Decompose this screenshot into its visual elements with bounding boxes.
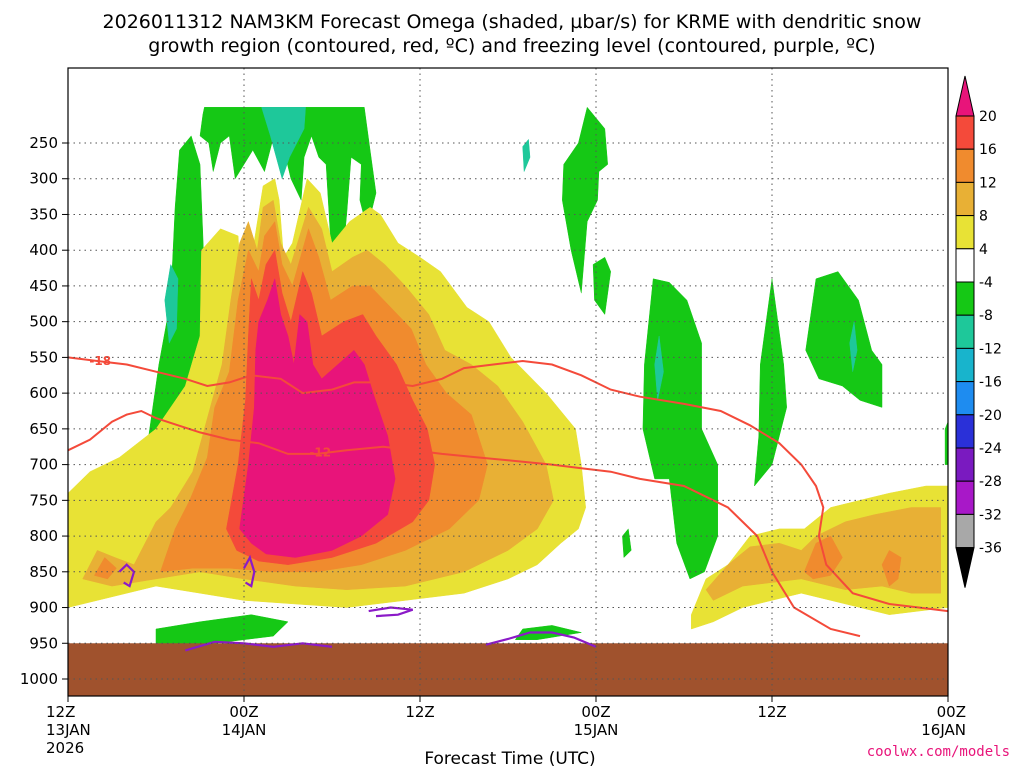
y-tick-label-450: 450 [29, 277, 58, 295]
colorbar-label-7: -12 [979, 341, 1002, 357]
y-tick-label-700: 700 [29, 456, 58, 474]
plot-frame [67, 67, 949, 697]
chart-title-line-2: growth region (contoured, red, ºC) and f… [148, 35, 875, 57]
x-tick-label-0-date: 13JAN [46, 721, 91, 739]
x-tick-label-1-time: 00Z [229, 703, 258, 721]
y-axis: 250 300 350 400 450 500 550 600 650 700 750 800 850 9… [20, 134, 68, 688]
omega-region-teal-12-to-8-13 [164, 263, 179, 344]
terrain-below-ground [68, 643, 948, 696]
omega-region-orange-12-to-16-21 [94, 557, 117, 580]
isotherm-label-1: -18 [89, 354, 111, 368]
isotherm-label-2: -12 [309, 445, 331, 459]
x-tick-label-3-date: 15JAN [574, 721, 619, 739]
y-tick-label-850: 850 [29, 563, 58, 581]
y-tick-label-400: 400 [29, 241, 58, 259]
credit-text: coolwx.com/models [867, 744, 1010, 760]
x-tick-label-3-time: 00Z [581, 703, 610, 721]
colorbar: 20 16 12 8 4 -4 -8 -12 -16 -20 -24 -28 -32 -36 [955, 75, 1002, 588]
colorbar-label-13: -36 [979, 541, 1002, 557]
colorbar-segment-13 [955, 513, 975, 549]
colorbar-label-4: 4 [979, 242, 988, 258]
omega-region-green-8-to-4-6 [805, 271, 883, 408]
colorbar-segment-3 [955, 181, 975, 217]
omega-region-teal-12-to-8-15 [849, 321, 858, 372]
y-tick-label-550: 550 [29, 348, 58, 366]
colorbar-segment-5 [955, 248, 975, 283]
y-tick-label-950: 950 [29, 634, 58, 652]
chart-title-line-1: 2026011312 NAM3KM Forecast Omega (shaded… [103, 11, 922, 33]
colorbar-segment-6 [955, 281, 975, 316]
colorbar-segment-2 [955, 148, 975, 183]
y-tick-label-600: 600 [29, 384, 58, 402]
colorbar-segment-4 [955, 215, 975, 250]
colorbar-segment-1 [955, 115, 975, 150]
freezing-level-contour-4 [368, 606, 414, 618]
y-tick-label-250: 250 [29, 134, 58, 152]
x-tick-label-2-time: 12Z [405, 703, 434, 721]
y-tick-label-750: 750 [29, 491, 58, 509]
colorbar-top-arrow [955, 75, 975, 117]
x-axis-label: Forecast Time (UTC) [424, 749, 595, 768]
colorbar-segment-11 [955, 447, 975, 482]
omega-region-orange-12-to-16-23 [803, 535, 843, 580]
colorbar-label-1: 16 [979, 142, 997, 158]
y-tick-label-300: 300 [29, 170, 58, 188]
colorbar-segment-9 [955, 381, 975, 416]
omega-region-teal-12-to-8-16 [522, 138, 531, 172]
colorbar-label-0: 20 [979, 109, 997, 125]
colorbar-label-8: -16 [979, 375, 1002, 391]
x-tick-label-5-time: 00Z [937, 703, 966, 721]
y-tick-label-800: 800 [29, 527, 58, 545]
omega-region-green-8-to-4-5 [754, 278, 787, 487]
omega-region-teal-12-to-8-14 [654, 335, 664, 401]
colorbar-segment-7 [955, 314, 975, 349]
colorbar-label-10: -24 [979, 441, 1002, 457]
colorbar-segment-12 [955, 480, 975, 515]
colorbar-label-11: -28 [979, 474, 1002, 490]
colorbar-bottom-arrow [955, 547, 975, 588]
colorbar-label-6: -8 [979, 308, 993, 324]
omega-region-green-8-to-4-2 [562, 106, 608, 294]
y-tick-label-350: 350 [29, 205, 58, 223]
y-tick-label-900: 900 [29, 599, 58, 617]
colorbar-label-12: -32 [979, 507, 1002, 523]
isotherm-12-dendritic-isotherm-lower [67, 409, 861, 638]
freezing-level-contour-3 [184, 640, 333, 652]
freezing-level-contour-5 [485, 631, 597, 648]
y-tick-label-650: 650 [29, 420, 58, 438]
colorbar-label-2: 12 [979, 175, 997, 191]
x-tick-label-4-time: 12Z [757, 703, 786, 721]
isotherm-18-dendritic-isotherm-upper [67, 356, 949, 613]
colorbar-segment-10 [955, 414, 975, 449]
colorbar-label-9: -20 [979, 408, 1002, 424]
colorbar-label-5: -4 [979, 275, 993, 291]
omega-region-orange-12-to-16-24 [881, 550, 902, 587]
x-tick-label-0-year: 2026 [46, 739, 84, 757]
y-tick-label-1000: 1000 [20, 670, 58, 688]
colorbar-segment-8 [955, 347, 975, 383]
omega-region-magenta-20-26 [239, 278, 396, 558]
x-tick-label-1-date: 14JAN [222, 721, 267, 739]
colorbar-label-3: 8 [979, 209, 988, 225]
plot-area: -18 -12 [67, 67, 949, 697]
x-tick-label-5-date: 16JAN [921, 721, 966, 739]
freezing-level-contour-2 [243, 554, 256, 588]
x-tick-label-0-time: 12Z [46, 703, 75, 721]
y-tick-label-500: 500 [29, 313, 58, 331]
